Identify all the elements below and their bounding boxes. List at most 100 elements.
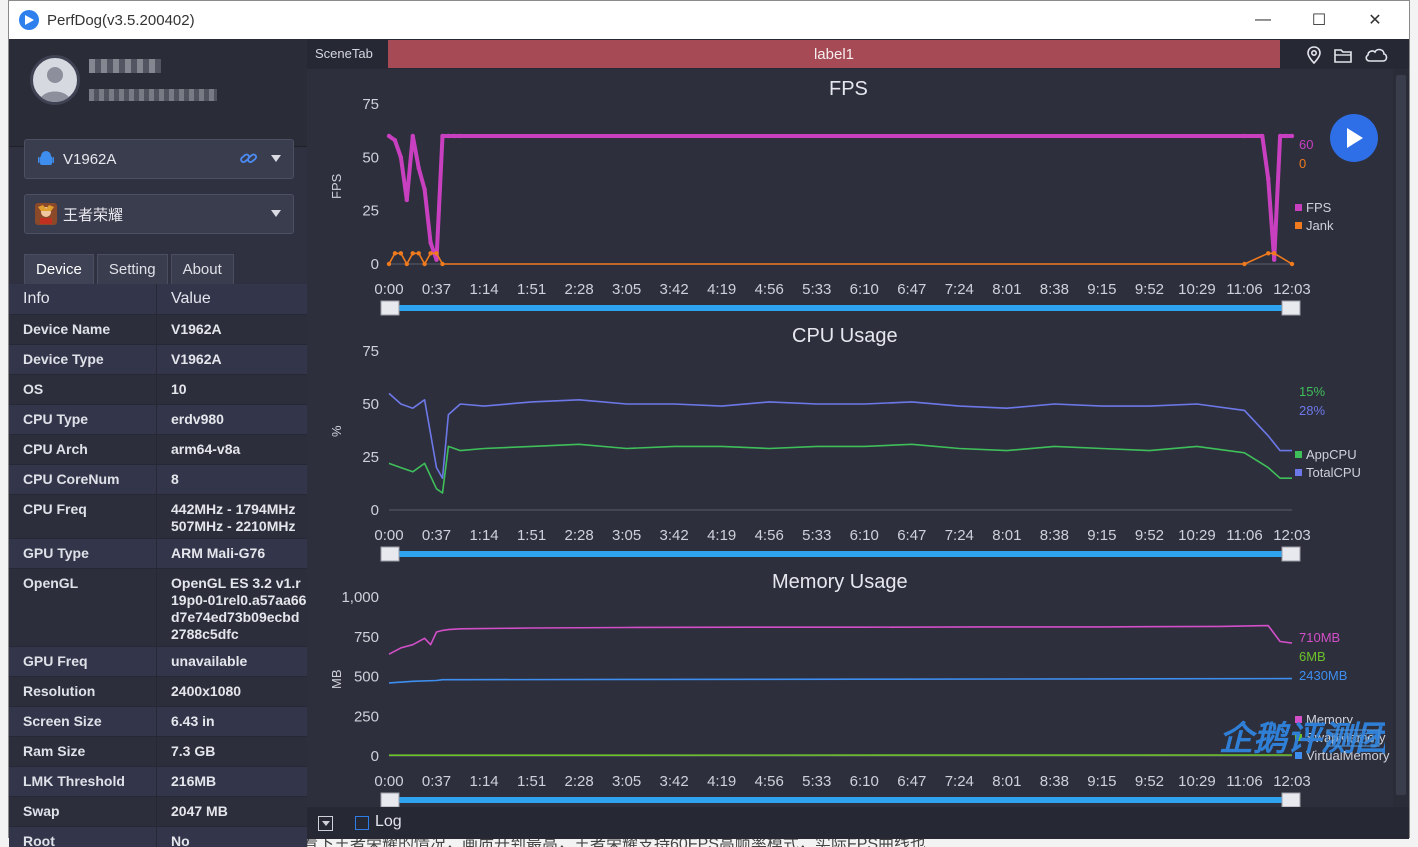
x-tick-label: 9:52	[1135, 281, 1164, 298]
user-card	[9, 39, 307, 147]
app-select[interactable]: 王者荣耀	[24, 194, 294, 234]
info-row: Screen Size 6.43 in	[9, 707, 307, 737]
info-value: 10	[171, 381, 187, 397]
device-select[interactable]: V1962A	[24, 139, 294, 179]
current-value-label: 710MB	[1299, 630, 1340, 645]
y-tick-label: 0	[371, 748, 379, 765]
data-point	[1266, 251, 1271, 256]
data-point	[440, 261, 445, 267]
scene-bar: SceneTab label1	[307, 39, 1409, 69]
data-point	[404, 197, 410, 203]
android-icon	[35, 148, 57, 170]
cloud-icon[interactable]	[1363, 44, 1389, 66]
window-title: PerfDog(v3.5.200402)	[47, 11, 195, 29]
log-checkbox[interactable]	[355, 816, 369, 830]
x-tick-label: 5:33	[802, 527, 831, 544]
perfdog-logo-icon	[19, 10, 39, 30]
blurred-username	[89, 59, 161, 73]
data-point	[1266, 176, 1271, 181]
info-row: CPU Freq 442MHz - 1794MHz 507MHz - 2210MH…	[9, 495, 307, 539]
chevron-down-icon	[271, 210, 281, 217]
range-slider-track	[393, 305, 1288, 311]
info-key: Device Type	[9, 345, 157, 374]
scene-label-tab[interactable]: label1	[388, 40, 1280, 68]
log-label: Log	[375, 813, 402, 830]
maximize-button[interactable]: ☐	[1291, 1, 1347, 39]
device-select-value: V1962A	[63, 150, 117, 168]
data-point	[428, 240, 433, 245]
info-key: CPU CoreNum	[9, 465, 157, 494]
data-point	[410, 251, 415, 256]
play-icon	[1347, 128, 1363, 148]
y-tick-label: 0	[371, 256, 379, 273]
data-point	[1277, 133, 1283, 139]
minimize-button[interactable]: —	[1235, 1, 1291, 39]
location-pin-icon[interactable]	[1303, 44, 1325, 66]
legend-swatch	[1295, 451, 1302, 458]
perfdog-window: PerfDog(v3.5.200402) — ☐ ✕	[8, 0, 1410, 847]
x-tick-label: 2:28	[565, 527, 594, 544]
data-point	[1271, 257, 1277, 262]
fps-chart-title: FPS	[829, 78, 868, 100]
info-value: V1962A	[171, 351, 222, 367]
folder-icon[interactable]	[1332, 44, 1354, 66]
legend-label: SwapMemory	[1306, 730, 1386, 745]
x-tick-label: 8:01	[992, 527, 1021, 544]
scene-tab-label[interactable]: SceneTab	[315, 46, 373, 61]
info-value: 8	[171, 471, 179, 487]
memory-chart-title: Memory Usage	[772, 571, 908, 593]
left-tabs: Device Setting About	[24, 254, 234, 284]
info-row: GPU Freq unavailable	[9, 647, 307, 677]
data-point	[1289, 133, 1295, 139]
avatar[interactable]	[30, 55, 80, 105]
info-key: GPU Freq	[9, 647, 157, 676]
x-tick-label: 6:10	[850, 773, 879, 790]
info-row: LMK Threshold 216MB	[9, 767, 307, 797]
collapse-toggle-button[interactable]	[318, 816, 333, 831]
x-tick-label: 12:03	[1273, 527, 1311, 544]
info-row: GPU Type ARM Mali-G76	[9, 539, 307, 569]
info-value: 2047 MB	[171, 803, 228, 819]
series-line	[387, 134, 1292, 262]
app-select-value: 王者荣耀	[63, 206, 124, 224]
data-point	[392, 251, 398, 256]
vertical-scrollbar[interactable]	[1393, 69, 1409, 807]
series-line	[388, 443, 1292, 494]
range-slider-handle-right	[1281, 300, 1301, 316]
x-tick-label: 1:14	[469, 281, 498, 298]
data-point	[386, 261, 392, 267]
x-tick-label: 3:42	[660, 527, 689, 544]
data-point	[416, 165, 421, 171]
x-tick-label: 11:06	[1226, 773, 1262, 790]
info-value: 2400x1080	[171, 683, 242, 699]
info-row: Swap 2047 MB	[9, 797, 307, 827]
y-tick-label: 0	[371, 502, 379, 519]
x-tick-label: 5:33	[802, 773, 831, 790]
info-row: Resolution 2400x1080	[9, 677, 307, 707]
tab-setting[interactable]: Setting	[96, 254, 168, 284]
link-icon[interactable]	[239, 150, 259, 168]
scrollbar-thumb[interactable]	[1396, 75, 1406, 795]
range-slider-handle-left	[380, 546, 400, 562]
x-tick-label: 12:03	[1273, 281, 1311, 298]
legend-label: Memory	[1306, 712, 1353, 727]
tab-device[interactable]: Device	[24, 254, 94, 284]
info-value: 216MB	[171, 773, 217, 789]
close-button[interactable]: ✕	[1347, 1, 1403, 39]
tab-about[interactable]: About	[170, 254, 234, 284]
x-tick-label: 10:29	[1178, 281, 1216, 298]
x-tick-label: 0:37	[422, 281, 451, 298]
info-value: ARM Mali-G76	[171, 545, 266, 561]
info-key: Root	[9, 827, 157, 847]
info-key: Device Name	[9, 315, 157, 344]
x-tick-label: 9:15	[1087, 281, 1116, 298]
info-key: Swap	[9, 797, 157, 826]
info-key: CPU Arch	[9, 435, 157, 464]
data-point	[452, 133, 457, 139]
app-icon	[35, 203, 57, 225]
legend-swatch	[1295, 469, 1302, 476]
y-tick-label: 250	[354, 708, 379, 725]
play-button[interactable]	[1330, 114, 1378, 162]
data-point	[392, 138, 398, 143]
x-tick-label: 4:56	[755, 773, 784, 790]
